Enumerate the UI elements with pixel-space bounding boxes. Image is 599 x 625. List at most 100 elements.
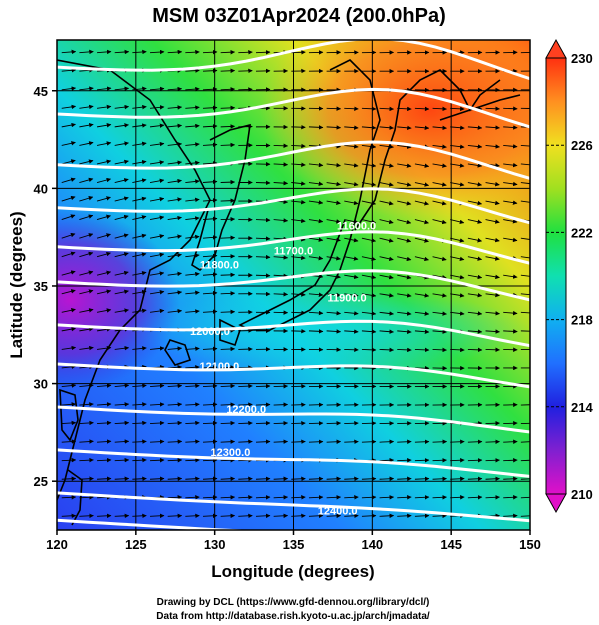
wind-arrow <box>167 105 183 110</box>
wind-arrow <box>379 125 394 130</box>
wind-arrow <box>132 513 147 519</box>
wind-arrow <box>132 457 147 463</box>
wind-arrow <box>114 214 129 221</box>
wind-arrow <box>149 141 165 147</box>
grid-lines <box>57 40 530 530</box>
wind-arrow <box>149 420 165 426</box>
y-axis-ticks: 25 30 35 40 45 <box>34 84 57 489</box>
y-tick-label: 40 <box>34 181 48 196</box>
colorbar-bottom-arrow <box>545 493 567 514</box>
wind-arrow <box>467 219 483 224</box>
wind-arrow <box>397 329 412 334</box>
x-tick-label: 145 <box>440 537 462 552</box>
wind-arrow <box>467 476 483 482</box>
wind-arrow <box>220 402 236 407</box>
wind-arrow <box>520 256 530 259</box>
wind-arrow <box>167 178 182 184</box>
wind-arrow <box>432 495 447 500</box>
wind-arrow <box>202 457 218 463</box>
wind-arrow <box>79 141 94 146</box>
wind-arrow <box>308 237 324 242</box>
wind-arrow <box>291 255 306 261</box>
wind-arrow <box>361 219 377 224</box>
contour-line <box>57 269 530 302</box>
wind-arrow <box>485 274 500 280</box>
wind-arrow <box>79 214 94 221</box>
wind-arrow <box>379 329 394 334</box>
wind-arrow <box>432 476 447 482</box>
coastline <box>238 59 381 331</box>
wind-arrow <box>202 49 218 55</box>
wind-arrow <box>273 180 289 186</box>
wind-arrow <box>520 163 530 166</box>
wind-arrow <box>167 271 182 277</box>
wind-arrow <box>61 68 77 73</box>
wind-arrow <box>361 329 377 334</box>
wind-arrow <box>467 347 483 353</box>
wind-arrow <box>114 308 129 313</box>
wind-arrow <box>273 513 289 519</box>
wind-arrow <box>114 345 130 351</box>
wind-arrow <box>79 420 94 426</box>
wind-arrow <box>61 420 77 426</box>
wind-arrow <box>503 439 518 445</box>
wind-arrow <box>79 122 94 128</box>
wind-arrow <box>291 181 306 186</box>
wind-arrow <box>308 310 324 316</box>
contour-line <box>57 405 530 434</box>
wind-arrow <box>96 86 112 91</box>
wind-arrow <box>308 200 324 205</box>
wind-arrow <box>79 86 94 91</box>
wind-arrow <box>255 420 271 426</box>
wind-arrow <box>132 346 147 351</box>
wind-arrow <box>96 177 112 183</box>
wind-arrow <box>79 177 94 183</box>
wind-arrow <box>255 217 271 223</box>
wind-arrow <box>114 49 130 55</box>
wind-arrow <box>202 309 218 314</box>
wind-arrow <box>361 106 377 112</box>
wind-arrow <box>220 309 236 315</box>
wind-arrow <box>220 198 236 203</box>
wind-arrow <box>96 308 112 313</box>
wind-arrow <box>503 274 518 279</box>
contour-line <box>57 319 530 348</box>
wind-arrow <box>450 219 465 225</box>
coastline <box>57 59 211 501</box>
wind-arrow <box>220 420 236 426</box>
wind-arrow <box>202 124 218 129</box>
wind-arrow <box>132 141 147 147</box>
wind-arrow <box>432 219 447 225</box>
wind-arrow <box>397 439 412 445</box>
wind-arrow <box>255 513 271 519</box>
wind-arrow <box>450 347 465 353</box>
wind-arrow <box>238 420 253 426</box>
wind-arrow <box>450 256 465 262</box>
y-tick-label: 25 <box>34 474 48 489</box>
wind-arrow <box>397 476 412 482</box>
wind-arrow <box>379 347 395 353</box>
wind-arrow <box>414 476 430 482</box>
x-tick-label: 125 <box>125 537 147 552</box>
wind-arrow <box>273 495 289 500</box>
wind-arrow <box>61 439 77 444</box>
wind-arrow <box>326 162 341 168</box>
wind-arrow <box>97 383 112 388</box>
wind-arrow <box>397 144 412 149</box>
wind-arrow <box>273 273 289 279</box>
wind-arrow <box>450 163 465 168</box>
wind-arrow <box>185 197 200 203</box>
wind-arrow <box>96 159 112 165</box>
wind-arrow <box>61 270 76 276</box>
wind-arrow <box>255 439 271 444</box>
wind-arrow <box>220 179 236 185</box>
wind-arrow <box>114 402 130 407</box>
wind-arrow <box>379 219 394 225</box>
wind-arrow <box>273 292 289 297</box>
wind-arrow <box>202 142 218 148</box>
colorbar-tick-label: 230 <box>571 51 593 66</box>
wind-arrow <box>520 200 530 203</box>
wind-arrow <box>79 159 94 165</box>
wind-arrow <box>326 181 341 187</box>
colorbar-body <box>545 57 567 495</box>
